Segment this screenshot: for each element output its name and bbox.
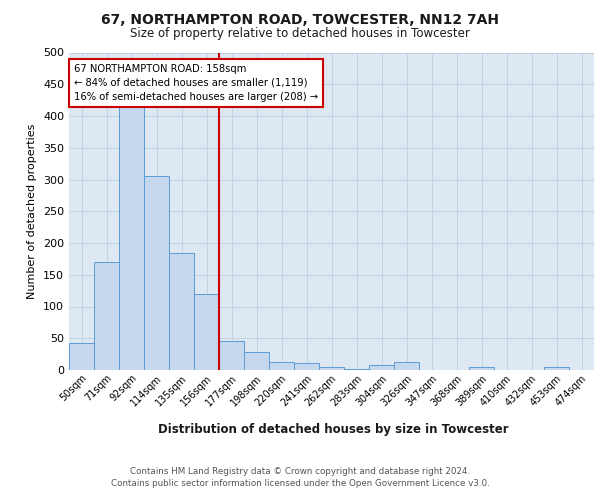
Bar — [119, 106, 144, 370]
Bar — [169, 252, 194, 370]
Bar — [69, 342, 94, 370]
Bar — [344, 368, 369, 370]
Bar — [369, 365, 394, 370]
Bar — [269, 362, 294, 370]
Bar — [219, 342, 244, 370]
Bar — [469, 368, 494, 370]
Text: Distribution of detached houses by size in Towcester: Distribution of detached houses by size … — [158, 422, 508, 436]
Bar — [544, 368, 569, 370]
Bar — [319, 367, 344, 370]
Bar — [194, 294, 219, 370]
Text: 67, NORTHAMPTON ROAD, TOWCESTER, NN12 7AH: 67, NORTHAMPTON ROAD, TOWCESTER, NN12 7A… — [101, 12, 499, 26]
Bar — [294, 363, 319, 370]
Text: Contains HM Land Registry data © Crown copyright and database right 2024.: Contains HM Land Registry data © Crown c… — [130, 468, 470, 476]
Bar — [244, 352, 269, 370]
Text: Contains public sector information licensed under the Open Government Licence v3: Contains public sector information licen… — [110, 479, 490, 488]
Bar — [394, 362, 419, 370]
Text: 67 NORTHAMPTON ROAD: 158sqm
← 84% of detached houses are smaller (1,119)
16% of : 67 NORTHAMPTON ROAD: 158sqm ← 84% of det… — [74, 64, 319, 102]
Bar — [94, 262, 119, 370]
Bar — [144, 176, 169, 370]
Text: Size of property relative to detached houses in Towcester: Size of property relative to detached ho… — [130, 28, 470, 40]
Y-axis label: Number of detached properties: Number of detached properties — [28, 124, 37, 299]
